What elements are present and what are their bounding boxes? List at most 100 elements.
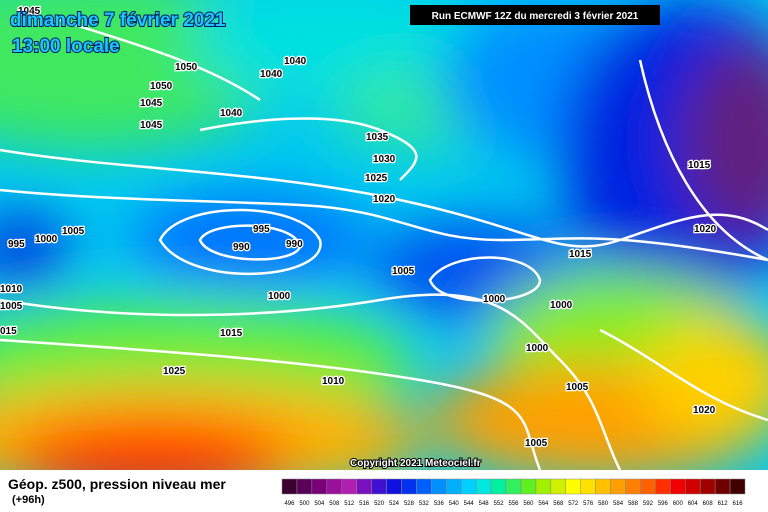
scale-label: 564	[538, 501, 549, 507]
isobar-label: 1020	[373, 194, 396, 205]
scale-label: 552	[494, 501, 505, 507]
scale-label: 524	[389, 501, 400, 507]
scale-label: 612	[718, 501, 729, 507]
scale-label: 604	[688, 501, 699, 507]
scale-label: 556	[508, 501, 519, 507]
isobar-label: 1000	[35, 234, 58, 245]
isobar-label: 1025	[365, 173, 388, 184]
scale-swatch	[371, 478, 387, 495]
scale-label: 520	[374, 501, 385, 507]
isobar-label: 995	[8, 239, 25, 250]
scale-swatch	[625, 478, 641, 495]
isobar-label: 1025	[163, 366, 186, 377]
scale-swatch	[326, 478, 342, 495]
scale-label: 560	[523, 501, 534, 507]
scale-swatch	[699, 478, 716, 495]
scale-swatch	[655, 478, 671, 495]
scale-swatch	[714, 478, 731, 495]
scale-swatch	[296, 478, 313, 495]
isobar-label: 1015	[569, 249, 592, 260]
scale-swatch	[490, 478, 507, 495]
scale-label: 588	[628, 501, 639, 507]
scale-label: 544	[464, 501, 475, 507]
isobar-label: 995	[253, 224, 270, 235]
isobar-label: 1000	[550, 300, 573, 311]
run: Run ECMWF 12Z du mercredi 3 février 2021	[432, 11, 639, 22]
isobar-label: 1020	[694, 224, 717, 235]
scale-swatch	[729, 478, 746, 495]
scale-label: 576	[583, 501, 594, 507]
scale-label: 548	[479, 501, 490, 507]
isobar-label: 1005	[392, 266, 415, 277]
scale-label: 592	[643, 501, 654, 507]
scale-label: 504	[314, 501, 325, 507]
isobar-label: 1040	[284, 56, 307, 67]
scale-swatch	[281, 478, 298, 495]
scale-label: 512	[344, 501, 355, 507]
isobar-label: 1000	[268, 291, 291, 302]
scale-swatch	[356, 478, 372, 495]
scale-swatch	[460, 478, 477, 495]
isobar-label: 1000	[483, 294, 506, 305]
scale-swatch	[475, 478, 492, 495]
isobar-label: 1015	[688, 160, 711, 171]
scale-swatch	[341, 478, 357, 495]
isobar-label: 1005	[0, 301, 23, 312]
scale-label: 616	[733, 501, 744, 507]
scale-swatch	[580, 478, 596, 495]
isobar-label: 1030	[373, 154, 396, 165]
scale-label: 540	[449, 501, 460, 507]
scale-swatch	[550, 478, 567, 495]
isobar-label: 015	[0, 326, 17, 337]
isobar-label: 1005	[566, 382, 589, 393]
legend-title: Géop. z500, pression niveau mer	[8, 476, 226, 492]
isobar-label: 1005	[62, 226, 85, 237]
scale-label: 532	[419, 501, 430, 507]
scale-swatch	[416, 478, 432, 495]
isobar-label: 1010	[0, 284, 23, 295]
scale-label: 496	[284, 501, 295, 507]
scale-label: 516	[359, 501, 370, 507]
scale-label: 568	[553, 501, 564, 507]
isobar-label: 1045	[140, 98, 163, 109]
isobar-label: 990	[286, 239, 303, 250]
isobar-label: 990	[233, 242, 250, 253]
isobar-label: 1045	[18, 6, 41, 17]
isobar-label: 1050	[150, 81, 173, 92]
scale-label: 584	[613, 501, 624, 507]
copyright: Copyright 2021 Meteociel.fr	[350, 458, 481, 469]
scale-swatch	[595, 478, 611, 495]
time: 13:00 locale	[12, 36, 120, 57]
scale-swatch	[670, 478, 686, 495]
scale-swatch	[640, 478, 656, 495]
scale-label: 600	[673, 501, 684, 507]
scale-swatch	[505, 478, 522, 495]
isobar-label: 1000	[526, 343, 549, 354]
scale-swatch	[446, 478, 462, 495]
scale-label: 536	[434, 501, 445, 507]
scale-swatch	[401, 478, 417, 495]
legend-subtitle: (+96h)	[12, 494, 45, 506]
scale-swatch	[565, 478, 581, 495]
scale-swatch	[610, 478, 626, 495]
field: 1045105010401040105010451045104010351030…	[0, 0, 768, 470]
isobar-label: 1050	[175, 62, 198, 73]
isobar-label: 1040	[260, 69, 283, 80]
scale-label: 508	[329, 501, 340, 507]
scale-label: 596	[658, 501, 669, 507]
isobar-label: 1005	[525, 438, 548, 449]
isobar-label: 1040	[220, 108, 243, 119]
isobar-label: 1010	[322, 376, 345, 387]
scale-label: 528	[404, 501, 415, 507]
scale-swatch	[535, 478, 552, 495]
isobar-label: 1020	[693, 405, 716, 416]
scale-label: 608	[703, 501, 714, 507]
scale-label: 500	[299, 501, 310, 507]
isobars	[0, 18, 768, 470]
scale-swatch	[520, 478, 537, 495]
scale-label: 580	[598, 501, 609, 507]
scale-swatch	[431, 478, 447, 495]
scale-swatch	[311, 478, 328, 495]
